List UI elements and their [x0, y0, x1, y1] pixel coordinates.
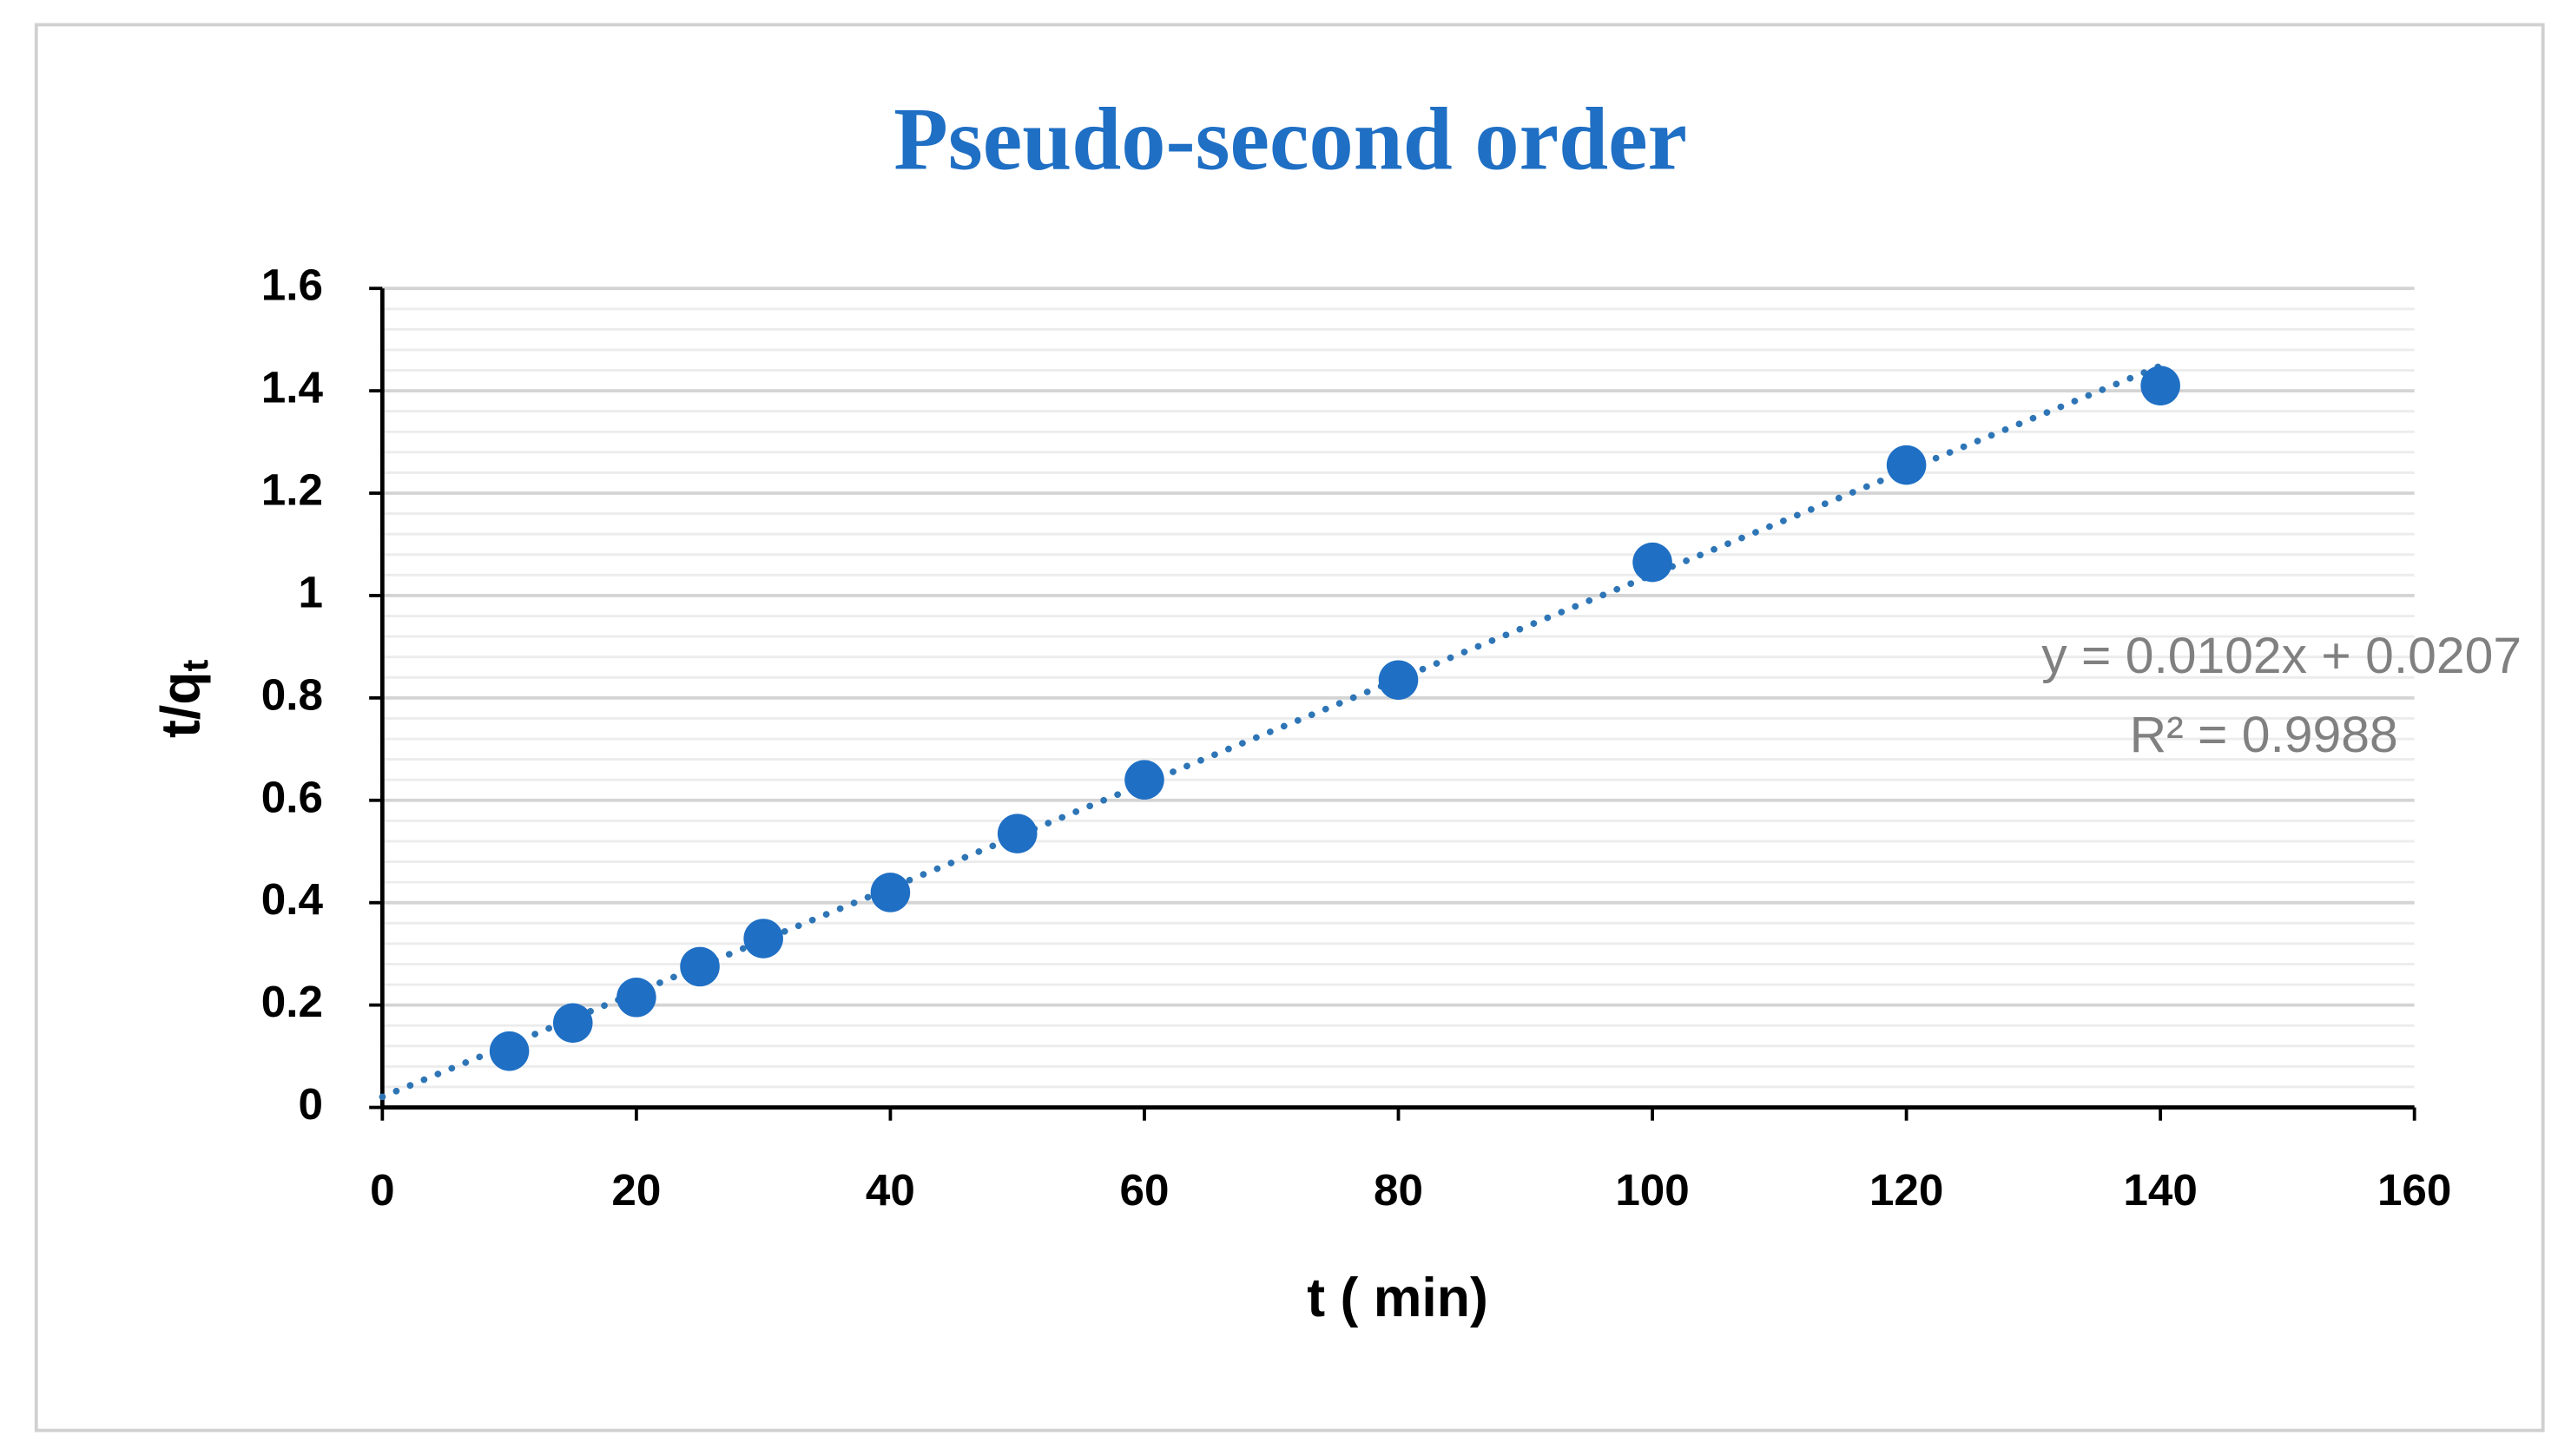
data-point [1378, 660, 1419, 701]
data-point [616, 977, 656, 1018]
data-point [743, 919, 783, 959]
x-tick-label: 80 [1374, 1165, 1423, 1215]
x-tick-label: 20 [611, 1165, 661, 1215]
data-point [489, 1031, 530, 1071]
data-point [552, 1003, 593, 1044]
x-tick-label: 60 [1119, 1165, 1169, 1215]
data-point [1886, 445, 1927, 485]
x-tick-label: 0 [370, 1165, 395, 1215]
x-tick-label: 120 [1869, 1165, 1943, 1215]
y-axis-label: t/qt [150, 660, 215, 739]
trendline-r2: R² = 0.9988 [2130, 707, 2398, 763]
data-point [1124, 760, 1164, 800]
y-axis-label-main: t/q [150, 672, 211, 739]
y-tick-label: 1.4 [261, 363, 324, 412]
chart-border [34, 23, 2545, 1433]
data-point [680, 946, 720, 987]
x-tick-label: 100 [1615, 1165, 1689, 1215]
y-axis-label-sub: t [175, 660, 215, 672]
data-point [997, 814, 1038, 853]
y-tick-label: 0.4 [261, 874, 324, 924]
data-point [1632, 542, 1672, 583]
x-axis-label: t ( min) [1307, 1268, 1488, 1328]
x-tick-label: 140 [2123, 1165, 2197, 1215]
y-tick-label: 0 [299, 1079, 324, 1129]
y-tick-label: 1 [299, 567, 324, 616]
x-tick-label: 160 [2377, 1165, 2451, 1215]
data-point [870, 873, 911, 912]
y-tick-label: 0.2 [261, 977, 323, 1026]
chart-title: Pseudo-second order [893, 90, 1687, 188]
y-tick-label: 1.6 [261, 260, 323, 310]
data-point [2140, 366, 2180, 405]
trendline-equation: y = 0.0102x + 0.0207 [2041, 628, 2522, 684]
trendline [379, 362, 2164, 1101]
x-tick-label: 40 [866, 1165, 915, 1215]
y-tick-label: 0.8 [261, 669, 323, 719]
y-tick-label: 1.2 [261, 465, 323, 515]
y-tick-label: 0.6 [261, 772, 323, 821]
